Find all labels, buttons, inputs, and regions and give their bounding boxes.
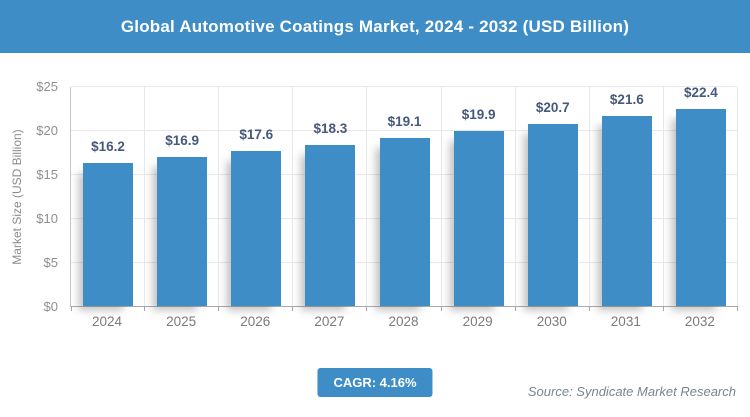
x-axis-label: 2026 [240, 314, 271, 329]
bar-value-label: $19.1 [387, 113, 422, 129]
x-axis-tick [292, 306, 293, 311]
x-axis-tick [515, 306, 516, 311]
bar-value-label: $21.6 [609, 91, 644, 107]
plot-area: $16.2 $16.9 $17.6 $18.3 $19.1 $19.9 $20.7 $21.6… [70, 85, 738, 311]
x-axis-tick [366, 306, 367, 311]
bar-2029 [453, 130, 504, 306]
x-axis-tick [663, 306, 664, 311]
bar-2026 [231, 151, 282, 306]
y-tick-label: $20 [36, 123, 58, 138]
gridline-vertical [441, 87, 442, 306]
y-axis-ticks: $0 $5 $10 $15 $20 $25 [0, 80, 64, 314]
bar-2030 [527, 123, 578, 306]
gridline-vertical [737, 87, 738, 306]
bar-2028 [379, 137, 430, 306]
y-tick-label: $10 [36, 211, 58, 226]
gridline-vertical [292, 87, 293, 306]
y-tick-label: $5 [43, 255, 58, 270]
gridline-vertical [515, 87, 516, 306]
x-axis-label: 2029 [462, 314, 493, 329]
y-tick-label: $15 [36, 167, 58, 182]
y-tick-label: $0 [43, 299, 58, 314]
x-axis-tick [71, 306, 72, 311]
gridline-vertical [366, 87, 367, 306]
bar-value-label: $16.9 [165, 133, 200, 149]
bar-value-label: $16.2 [91, 139, 125, 155]
x-axis-label: 2027 [314, 314, 345, 329]
bar-2027 [305, 144, 356, 306]
x-axis-label: 2024 [92, 314, 123, 329]
bar-2025 [157, 157, 208, 306]
cagr-badge: CAGR: 4.16% [317, 368, 433, 397]
x-axis-tick [144, 306, 145, 311]
x-axis-label: 2025 [166, 314, 197, 329]
chart-title: Global Automotive Coatings Market, 2024 … [120, 16, 630, 36]
x-axis-labels: 2024 2025 2026 2027 2028 2029 2030 2031 2032 [70, 314, 737, 334]
x-axis-tick [737, 306, 738, 311]
gridline-horizontal [71, 86, 737, 87]
gridline-vertical [663, 87, 664, 306]
y-tick-label: $25 [36, 79, 58, 94]
x-axis-tick [589, 306, 590, 311]
bar-2032 [675, 108, 726, 306]
x-axis-label: 2032 [684, 314, 715, 329]
x-axis-label: 2031 [610, 314, 641, 329]
gridline-vertical [218, 87, 219, 306]
chart-title-banner: Global Automotive Coatings Market, 2024 … [0, 0, 750, 53]
bar-2024 [83, 163, 134, 306]
gridline-horizontal [71, 130, 737, 131]
bar-2031 [601, 115, 652, 306]
bar-value-label: $18.3 [313, 120, 348, 136]
bar-value-label: $20.7 [535, 99, 570, 115]
bar-value-label: $22.4 [684, 84, 718, 100]
x-axis-tick [218, 306, 219, 311]
bar-value-label: $17.6 [239, 127, 274, 143]
gridline-vertical [144, 87, 145, 306]
source-credit: Source: Syndicate Market Research [527, 384, 736, 399]
bar-value-label: $19.9 [461, 106, 496, 122]
x-axis-tick [441, 306, 442, 311]
x-axis-label: 2028 [388, 314, 419, 329]
x-axis-label: 2030 [536, 314, 567, 329]
gridline-vertical [589, 87, 590, 306]
